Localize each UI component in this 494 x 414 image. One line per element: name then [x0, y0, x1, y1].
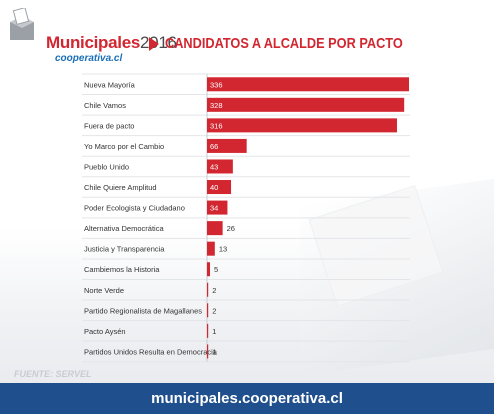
category-label: Nueva Mayoría — [84, 80, 136, 89]
bar — [207, 241, 215, 256]
value-label: 34 — [210, 204, 218, 213]
value-label: 40 — [210, 183, 218, 192]
value-label: 66 — [210, 142, 218, 151]
bar — [207, 303, 209, 318]
value-label: 1 — [212, 327, 216, 336]
category-label: Chile Vamos — [84, 101, 126, 110]
value-label: 1 — [212, 347, 216, 356]
value-label: 43 — [210, 162, 218, 171]
value-label: 316 — [210, 121, 223, 130]
bar — [207, 138, 247, 153]
footer-bar: municipales.cooperativa.cl — [0, 383, 494, 414]
bar — [207, 221, 223, 236]
source-note: FUENTE: SERVEL — [14, 369, 92, 379]
bar — [207, 282, 209, 297]
category-label: Chile Quiere Amplitud — [84, 183, 157, 192]
bar — [207, 118, 397, 133]
category-label: Norte Verde — [84, 286, 124, 295]
value-label: 5 — [214, 265, 218, 274]
footer-url-link[interactable]: municipales.cooperativa.cl — [151, 390, 343, 407]
bar — [207, 262, 211, 277]
category-label: Pueblo Unido — [84, 162, 129, 171]
ballot-box-icon — [10, 8, 34, 40]
category-label: Fuera de pacto — [84, 121, 134, 130]
value-label: 2 — [212, 306, 216, 315]
category-label: Pacto Aysén — [84, 327, 126, 336]
value-label: 13 — [219, 245, 227, 254]
bar — [207, 180, 232, 195]
chart-title: CANDIDATOS A ALCALDE POR PACTO — [165, 35, 403, 52]
category-label: Partido Regionalista de Magallanes — [84, 306, 202, 315]
bar — [207, 159, 233, 174]
arrow-right-icon — [149, 37, 159, 51]
category-label: Cambiemos la Historia — [84, 265, 160, 274]
value-label: 328 — [210, 101, 223, 110]
value-label: 26 — [227, 224, 235, 233]
bar — [207, 77, 409, 92]
brand-main: Municipales — [46, 33, 141, 52]
bar — [207, 344, 209, 359]
category-label: Poder Ecologista y Ciudadano — [84, 204, 185, 213]
category-label: Alternativa Democrática — [84, 224, 164, 233]
value-label: 2 — [212, 286, 216, 295]
bar — [207, 200, 228, 215]
value-label: 336 — [210, 80, 223, 89]
brand-subtitle: cooperativa.cl — [55, 53, 123, 64]
category-label: Partidos Unidos Resulta en Democracia — [84, 347, 218, 356]
category-label: Yo Marco por el Cambio — [84, 142, 164, 151]
bar — [207, 97, 405, 112]
bar — [207, 323, 209, 338]
category-label: Justicia y Transparencia — [84, 245, 165, 254]
